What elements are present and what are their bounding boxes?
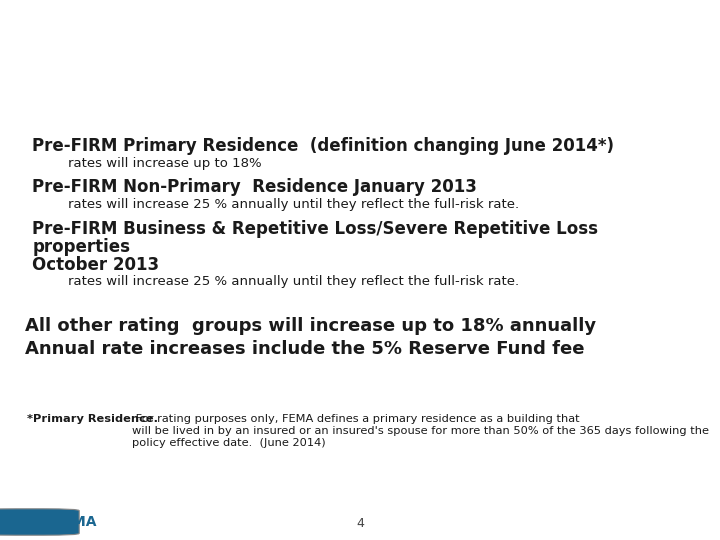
Text: All other rating  groups will increase up to 18% annually: All other rating groups will increase up…	[25, 317, 596, 335]
Text: FEMA: FEMA	[54, 515, 97, 529]
Text: Pre-FIRM Primary Residence  (definition changing June 2014*): Pre-FIRM Primary Residence (definition c…	[32, 137, 614, 156]
Text: NFIP Rate Changes: NFIP Rate Changes	[20, 24, 379, 57]
Text: 4: 4	[356, 517, 364, 530]
Text: rates will increase up to 18%: rates will increase up to 18%	[68, 157, 262, 170]
Text: rates will increase 25 % annually until they reflect the full-risk rate.: rates will increase 25 % annually until …	[68, 275, 520, 288]
Text: properties: properties	[32, 238, 130, 256]
Text: Annual rate increases include the 5% Reserve Fund fee: Annual rate increases include the 5% Res…	[25, 340, 585, 357]
Text: *Primary Residence.: *Primary Residence.	[27, 415, 158, 424]
FancyBboxPatch shape	[0, 509, 79, 535]
Text: Pre-FIRM Non-Primary  Residence January 2013: Pre-FIRM Non-Primary Residence January 2…	[32, 178, 477, 197]
Text: For rating purposes only, FEMA defines a primary residence as a building that
wi: For rating purposes only, FEMA defines a…	[132, 415, 708, 448]
Text: rates will increase 25 % annually until they reflect the full-risk rate.: rates will increase 25 % annually until …	[68, 198, 520, 211]
Text: October 2013: October 2013	[32, 256, 160, 274]
Text: Pre-FIRM Business & Repetitive Loss/Severe Repetitive Loss: Pre-FIRM Business & Repetitive Loss/Seve…	[32, 220, 598, 238]
